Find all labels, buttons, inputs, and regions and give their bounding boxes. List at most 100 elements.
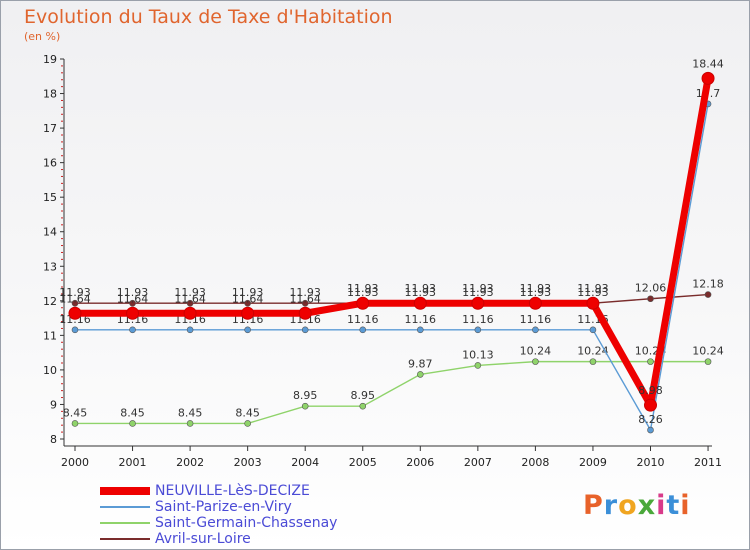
data-label-saint-germain-chassenay: 10.24: [692, 345, 724, 358]
data-point-saint-germain-chassenay: [359, 402, 367, 410]
x-tick-label: 2004: [291, 456, 319, 469]
logo-letter: i: [680, 490, 691, 521]
y-tick-label: 18: [43, 88, 57, 101]
data-label-saint-parize-en-viry: 11.16: [520, 313, 552, 326]
data-point-avril-sur-loire: [244, 299, 251, 307]
data-label-saint-parize-en-viry: 11.16: [347, 313, 379, 326]
data-point-saint-germain-chassenay: [589, 358, 597, 365]
series-line-saint-parize-en-viry: [75, 103, 709, 431]
data-point-neuville-l-s-decize: [126, 306, 140, 320]
data-label-saint-parize-en-viry: 8.26: [638, 413, 663, 426]
data-label-saint-germain-chassenay: 10.24: [520, 345, 552, 358]
data-label-neuville-l-s-decize: 11.93: [462, 282, 494, 295]
data-label-neuville-l-s-decize: 11.93: [405, 282, 437, 295]
data-point-neuville-l-s-decize: [528, 296, 542, 310]
data-label-avril-sur-loire: 11.93: [232, 286, 264, 299]
data-point-avril-sur-loire: [129, 299, 136, 307]
data-point-saint-parize-en-viry: [244, 326, 251, 334]
logo-letter: P: [583, 490, 604, 521]
y-tick-label: 11: [43, 329, 57, 342]
chart-plot: 8 9 10 11 12 13 14 15 16 17 18 19 2000 2001 2002 2003 20…: [43, 53, 724, 469]
x-tick-label: 2011: [694, 456, 722, 469]
y-tick-label: 8: [50, 433, 57, 446]
y-tick-label: 19: [43, 53, 57, 66]
data-label-saint-germain-chassenay: 8.45: [235, 406, 260, 419]
data-label-saint-parize-en-viry: 11.16: [462, 313, 494, 326]
data-point-neuville-l-s-decize: [356, 296, 370, 310]
data-point-saint-germain-chassenay: [71, 420, 79, 427]
data-label-avril-sur-loire: 11.93: [462, 286, 494, 299]
y-tick-label: 16: [43, 157, 57, 170]
data-point-avril-sur-loire: [186, 299, 194, 307]
data-point-saint-parize-en-viry: [129, 326, 136, 334]
data-point-neuville-l-s-decize: [241, 306, 255, 320]
data-point-neuville-l-s-decize: [586, 296, 600, 310]
data-label-neuville-l-s-decize: 11.93: [520, 282, 552, 295]
data-point-saint-parize-en-viry: [589, 326, 597, 334]
data-point-saint-parize-en-viry: [474, 326, 482, 334]
data-point-avril-sur-loire: [301, 299, 309, 307]
logo-letter: t: [666, 490, 681, 521]
data-label-avril-sur-loire: 11.93: [117, 286, 149, 299]
legend-swatch: [100, 538, 150, 540]
data-label-saint-germain-chassenay: 10.13: [462, 348, 494, 361]
y-tick-label: 14: [43, 226, 57, 239]
data-label-neuville-l-s-decize: 11.64: [174, 292, 206, 305]
data-point-saint-parize-en-viry: [301, 326, 309, 334]
logo-letter: r: [603, 490, 619, 521]
series-line-saint-germain-chassenay: [75, 360, 709, 425]
data-label-saint-germain-chassenay: 8.95: [293, 389, 318, 402]
data-label-saint-parize-en-viry: 11.16: [405, 313, 437, 326]
data-point-neuville-l-s-decize: [471, 296, 485, 310]
data-point-saint-parize-en-viry: [186, 326, 194, 334]
data-point-avril-sur-loire: [704, 291, 712, 298]
data-label-saint-germain-chassenay: 8.95: [351, 389, 376, 402]
data-point-saint-germain-chassenay: [532, 358, 539, 365]
data-label-avril-sur-loire: 11.93: [174, 286, 206, 299]
legend-label: Saint-Germain-Chassenay: [155, 515, 338, 531]
data-point-neuville-l-s-decize: [183, 306, 197, 320]
y-tick-label: 13: [43, 260, 57, 273]
data-label-avril-sur-loire: 11.93: [520, 286, 552, 299]
legend-swatch: [100, 487, 150, 495]
x-tick-label: 2006: [406, 456, 434, 469]
data-label-saint-germain-chassenay: 8.45: [63, 406, 88, 419]
data-label-neuville-l-s-decize: 8.98: [638, 384, 663, 397]
legend-label: Saint-Parize-en-Viry: [155, 499, 292, 515]
data-point-neuville-l-s-decize: [298, 306, 312, 320]
x-tick-label: 2009: [579, 456, 607, 469]
x-tick-label: 2008: [521, 456, 549, 469]
data-point-saint-germain-chassenay: [129, 420, 136, 427]
x-tick-label: 2005: [349, 456, 377, 469]
data-label-neuville-l-s-decize: 18.44: [692, 57, 724, 70]
x-tick-label: 2000: [61, 456, 89, 469]
data-point-neuville-l-s-decize: [413, 296, 427, 310]
y-tick-label: 15: [43, 191, 57, 204]
data-point-neuville-l-s-decize: [68, 306, 82, 320]
x-tick-label: 2007: [464, 456, 492, 469]
data-label-neuville-l-s-decize: 11.64: [289, 292, 321, 305]
data-point-neuville-l-s-decize: [644, 398, 657, 412]
data-label-saint-germain-chassenay: 10.24: [577, 345, 609, 358]
data-label-avril-sur-loire: 11.93: [577, 286, 609, 299]
data-label-neuville-l-s-decize: 11.64: [117, 292, 149, 305]
legend-swatch: [100, 506, 150, 508]
data-label-avril-sur-loire: 11.93: [347, 286, 379, 299]
data-point-saint-germain-chassenay: [474, 362, 482, 369]
proxiti-logo: Proxiti: [583, 490, 691, 521]
x-tick-label: 2001: [119, 456, 147, 469]
data-label-avril-sur-loire: 12.18: [692, 278, 724, 291]
data-label-saint-germain-chassenay: 8.45: [178, 406, 203, 419]
x-tick-label: 2003: [234, 456, 262, 469]
data-point-saint-germain-chassenay: [186, 420, 194, 427]
data-point-saint-parize-en-viry: [71, 326, 79, 334]
data-point-avril-sur-loire: [71, 299, 79, 307]
y-tick-label: 17: [43, 122, 57, 135]
series-line-neuville-l-s-decize: [75, 77, 712, 409]
legend-label: Avril-sur-Loire: [155, 531, 251, 547]
legend-swatch: [100, 522, 150, 524]
data-point-saint-germain-chassenay: [416, 371, 424, 378]
logo-letter: i: [656, 490, 667, 521]
data-point-saint-germain-chassenay: [647, 358, 654, 365]
